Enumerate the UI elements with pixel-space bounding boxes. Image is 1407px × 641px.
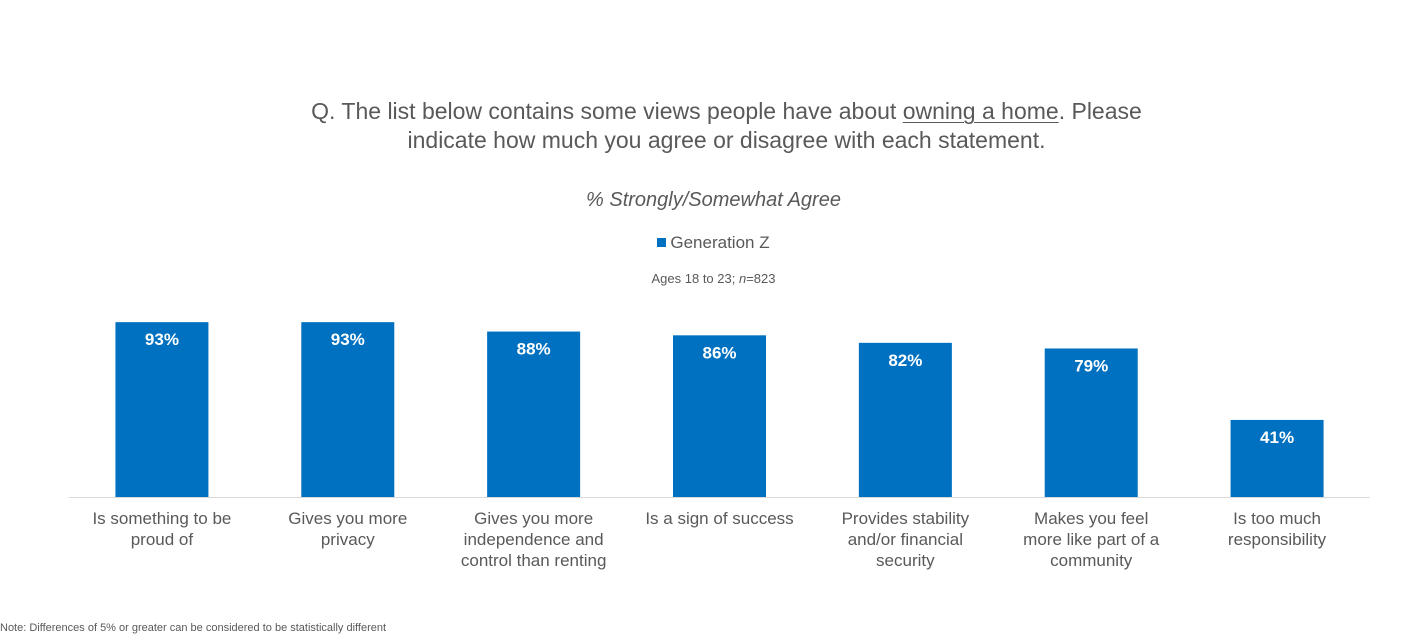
question-line1-suffix: . Please (1058, 98, 1142, 124)
n-value: =823 (746, 271, 776, 286)
category-label-line: Makes you feel (1034, 509, 1149, 528)
legend-label: Generation Z (670, 233, 770, 252)
ages-text: Ages 18 to 23; (651, 271, 739, 286)
question-prefix: Q. The list below contains some views pe… (311, 98, 903, 124)
bar-7 (1230, 419, 1324, 497)
bar-4 (673, 335, 766, 497)
sample-size-caption: Ages 18 to 23; n=823 (0, 271, 1407, 286)
n-label: n (738, 271, 747, 286)
bar-3 (487, 331, 581, 497)
bar-value-label-3: 88% (517, 340, 551, 359)
category-label-1: Is something to be proud of (77, 508, 247, 550)
category-label-line: privacy (320, 530, 375, 549)
category-label-3: Gives you more independence and control th… (449, 508, 619, 571)
bar-value-label-6: 79% (1074, 356, 1108, 375)
bar-chart: 93% 93% 88% 86% 82% 79% 41% (69, 322, 1370, 498)
category-label-line: community (1050, 551, 1133, 570)
footnote: Note: Differences of 5% or greater can b… (0, 622, 387, 634)
category-label-line: more like part of a (1023, 530, 1160, 549)
category-label-line: Provides stability (841, 509, 970, 528)
bar-1 (115, 322, 209, 497)
category-label-line: Is a sign of success (645, 509, 794, 528)
question-line2: indicate how much you agree or disagree … (407, 127, 1046, 153)
category-label-line: Gives you more (288, 509, 408, 528)
chart-title: % Strongly/Somewhat Agree (586, 189, 841, 211)
category-label-line: independence and (463, 530, 604, 549)
category-label-7: Is too much responsibility (1192, 508, 1362, 550)
category-label-line: Is something to be (92, 509, 232, 528)
question-text: Q. The list below contains some views pe… (0, 97, 1407, 155)
bar-value-label-7: 41% (1260, 428, 1294, 447)
bar-2 (301, 322, 395, 497)
bar-6 (1044, 348, 1138, 497)
category-label-5: Provides stability and/or financial securi… (820, 508, 990, 571)
bar-value-label-4: 86% (702, 343, 736, 362)
category-label-line: responsibility (1227, 530, 1327, 549)
category-label-4: Is a sign of success (635, 508, 805, 529)
bar-value-label-1: 93% (145, 330, 179, 349)
bar-value-label-2: 93% (331, 330, 365, 349)
category-label-line: Gives you more (474, 509, 594, 528)
category-label-2: Gives you more privacy (263, 508, 433, 550)
legend-swatch-icon (657, 238, 667, 247)
category-label-line: and/or financial (847, 530, 963, 549)
category-label-6: Makes you feel more like part of a communi… (1006, 508, 1176, 571)
category-label-line: proud of (130, 530, 194, 549)
bar-value-label-5: 82% (888, 351, 922, 370)
category-label-line: control than renting (460, 551, 607, 570)
chart-legend: Generation Z (0, 233, 1407, 253)
category-label-line: security (876, 551, 935, 570)
category-label-line: Is too much (1233, 509, 1321, 528)
question-underlined-phrase: owning a home (902, 98, 1059, 124)
bar-5 (858, 342, 952, 497)
